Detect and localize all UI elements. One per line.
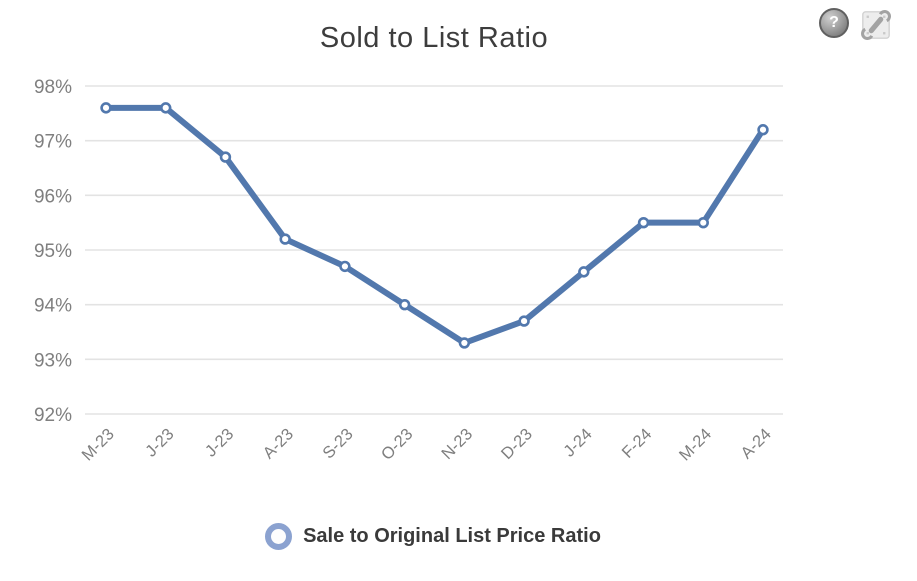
y-axis-tick-label: 94%	[34, 296, 72, 317]
y-axis-tick-label: 92%	[34, 405, 72, 426]
y-axis-tick-label: 95%	[34, 241, 72, 262]
data-point-marker[interactable]	[578, 266, 590, 278]
y-axis-tick-label: 98%	[34, 77, 72, 98]
help-icon[interactable]: ?	[819, 8, 849, 38]
legend-label: Sale to Original List Price Ratio	[303, 525, 601, 547]
legend-open-circle-marker	[265, 523, 293, 550]
x-axis-tick-label: J-23	[202, 425, 237, 460]
chart-title: Sold to List Ratio	[319, 22, 549, 54]
data-point-marker[interactable]	[697, 216, 709, 229]
x-axis-tick-label: O-23	[378, 425, 417, 464]
toolbar: ?	[819, 8, 892, 41]
data-point-marker[interactable]	[458, 337, 471, 349]
data-point-marker[interactable]	[219, 151, 232, 163]
y-axis-tick-label: 96%	[34, 186, 72, 207]
data-point-marker[interactable]	[279, 233, 291, 245]
x-axis-tick-label: A-23	[260, 425, 297, 462]
data-point-marker[interactable]	[100, 102, 112, 114]
series-line	[103, 104, 766, 346]
data-point-marker[interactable]	[637, 216, 650, 229]
data-point-marker[interactable]	[339, 260, 351, 273]
data-point-marker[interactable]	[518, 315, 530, 327]
x-axis-tick-label: M-24	[676, 425, 715, 464]
y-axis-tick-label: 97%	[34, 132, 72, 153]
data-point-marker[interactable]	[757, 124, 769, 136]
x-axis-tick-label: N-23	[438, 425, 476, 463]
data-point-marker[interactable]	[160, 102, 172, 114]
tools-icon[interactable]	[860, 9, 892, 41]
line-chart-plot: 98% 97% 96% 95% 94% 93% 92% M-23 J-23 J-23 A-23 S-2…	[34, 77, 783, 464]
x-axis-tick-label: M-23	[79, 425, 118, 464]
chart-legend[interactable]: Sale to Original List Price Ratio	[0, 523, 866, 550]
x-axis-tick-label: J-23	[142, 425, 177, 460]
x-axis-tick-label: S-23	[319, 425, 356, 462]
x-axis-tick-label: A-24	[737, 425, 774, 462]
data-point-marker[interactable]	[398, 298, 411, 311]
y-axis-tick-label: 93%	[34, 350, 72, 371]
x-axis-tick-label: J-24	[560, 425, 595, 460]
x-axis-tick-label: D-23	[498, 425, 536, 463]
x-axis-tick-label: F-24	[619, 425, 656, 462]
